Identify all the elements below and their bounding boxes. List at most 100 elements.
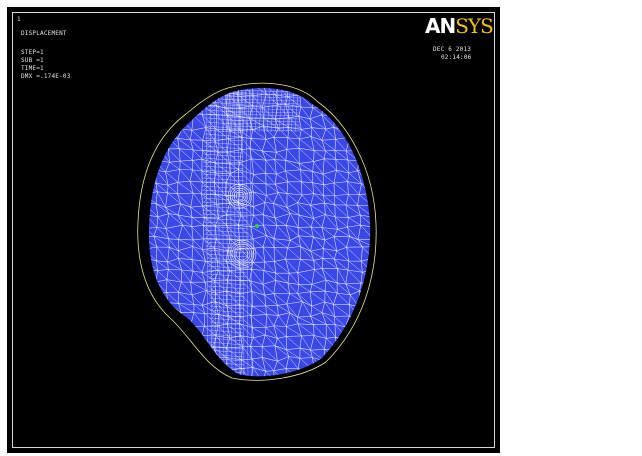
mesh-edge — [347, 338, 361, 347]
mesh-edge — [347, 159, 358, 171]
mesh-edge — [155, 203, 170, 214]
mesh-edge — [143, 283, 144, 292]
mesh-edge — [261, 150, 267, 161]
mesh-edge — [289, 272, 298, 274]
mesh-edge — [360, 107, 371, 120]
mesh-edge — [369, 281, 371, 296]
mesh-edge — [229, 202, 242, 216]
mesh-edge — [192, 160, 203, 172]
mesh-edge — [229, 238, 240, 241]
mesh-edge — [207, 269, 248, 274]
mesh-edge — [371, 149, 372, 159]
mesh-edge — [321, 227, 326, 241]
mesh-edge — [154, 116, 166, 118]
mesh-edge — [206, 121, 244, 126]
mesh-edge — [249, 280, 265, 296]
mesh-edge — [285, 225, 291, 241]
mesh-edge — [309, 284, 313, 292]
mesh-edge — [265, 173, 277, 175]
mesh-edge — [347, 359, 363, 361]
mesh-edge — [165, 116, 170, 129]
mesh-edge — [156, 260, 168, 263]
mesh-edge — [238, 225, 251, 228]
mesh-edge — [261, 107, 276, 120]
plot-title: DISPLACEMENT — [21, 30, 67, 37]
mesh-edge — [249, 105, 253, 119]
mesh-edge — [323, 195, 335, 206]
mesh-edge — [297, 358, 301, 369]
mesh-edge — [335, 216, 349, 218]
mesh-edge — [240, 280, 253, 292]
mesh-edge — [275, 213, 291, 219]
mesh-edge — [350, 290, 360, 296]
mesh-edge — [323, 150, 326, 159]
mesh-edge — [165, 162, 170, 173]
mesh-edge — [273, 315, 279, 326]
mesh-edge — [251, 158, 254, 175]
mesh-edge — [202, 150, 216, 164]
mesh-edge — [246, 89, 251, 133]
mesh-edge — [287, 282, 298, 294]
mesh-edge — [358, 326, 371, 328]
mesh-edge — [207, 129, 212, 135]
mesh-edge — [325, 92, 335, 97]
mesh-edge — [312, 161, 314, 172]
mesh-edge — [168, 148, 181, 162]
mesh-edge — [264, 295, 278, 306]
mesh-edge — [168, 360, 170, 371]
mesh-edge — [201, 261, 206, 273]
mesh-edge — [313, 150, 315, 162]
mesh-edge — [148, 367, 155, 377]
mesh-edge — [347, 269, 363, 273]
mesh-edge — [276, 173, 288, 183]
mesh-edge — [213, 371, 228, 377]
mesh-edge — [201, 305, 206, 314]
mesh-edge — [347, 217, 349, 228]
mesh-edge — [287, 283, 290, 294]
mesh-edge — [202, 127, 207, 141]
mesh-edge — [156, 227, 166, 229]
mesh-edge — [265, 305, 279, 316]
mesh-edge — [148, 357, 158, 370]
mesh-edge — [262, 357, 274, 371]
mesh-edge — [217, 152, 230, 164]
mesh-edge — [266, 314, 279, 316]
mesh-edge — [250, 129, 253, 139]
mesh-edge — [205, 129, 244, 134]
mesh-edge — [251, 158, 266, 161]
mesh-edge — [310, 316, 327, 325]
mesh-edge — [297, 269, 315, 273]
mesh-edge — [211, 289, 216, 295]
mesh-edge — [238, 169, 254, 175]
mesh-edge — [214, 247, 228, 252]
mesh-edge — [336, 349, 348, 361]
mesh-edge — [181, 269, 194, 272]
mesh-edge — [193, 312, 205, 314]
mesh-edge — [357, 205, 371, 218]
mesh-edge — [190, 346, 206, 348]
mesh-edge — [189, 169, 193, 182]
mesh-edge — [202, 247, 215, 250]
mesh-edge — [202, 205, 219, 219]
mesh-edge — [181, 324, 191, 327]
mesh-edge — [165, 192, 168, 208]
mesh-edge — [334, 258, 349, 271]
mesh-edge — [208, 273, 247, 278]
mesh-edge — [239, 280, 241, 294]
mesh-edge — [167, 258, 179, 263]
mesh-edge — [191, 224, 204, 227]
mesh-edge — [201, 290, 207, 306]
mesh-edge — [288, 127, 300, 140]
mesh-edge — [167, 185, 178, 194]
mesh-edge — [347, 370, 351, 377]
mesh-edge — [242, 89, 247, 133]
mesh-edge — [211, 325, 216, 331]
mesh-edge — [191, 259, 206, 262]
mesh-edge — [359, 137, 363, 151]
mesh-edge — [350, 369, 361, 373]
mesh-edge — [299, 347, 313, 358]
mesh-edge — [205, 249, 249, 254]
mesh-edge — [373, 96, 374, 105]
mesh-edge — [165, 224, 183, 229]
